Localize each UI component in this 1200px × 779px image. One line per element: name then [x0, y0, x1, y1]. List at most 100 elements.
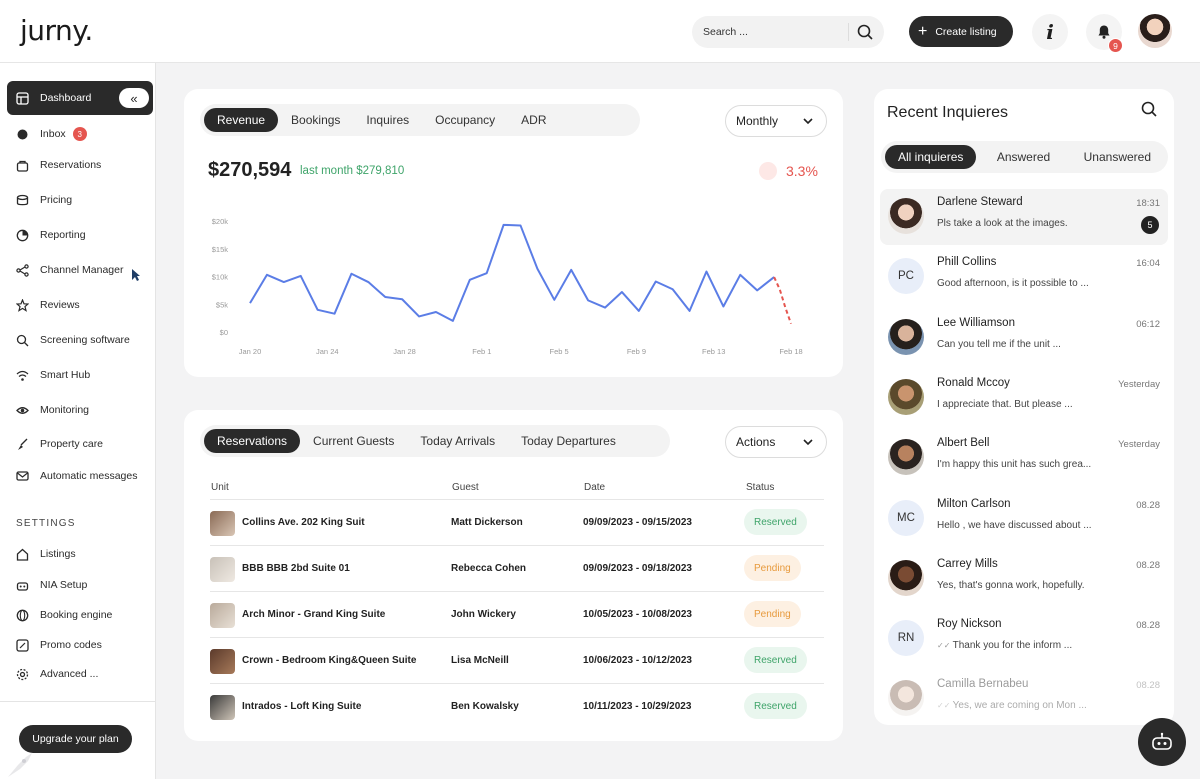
- sidebar-item-promo-codes[interactable]: Promo codes: [7, 628, 153, 662]
- tab-occupancy[interactable]: Occupancy: [435, 113, 496, 127]
- x-tick-label: Feb 9: [627, 347, 646, 356]
- sidebar-item-booking-engine[interactable]: Booking engine: [7, 598, 153, 632]
- inquiry-item[interactable]: MC Milton Carlson Hello , we have discusse…: [880, 491, 1168, 547]
- cell-date: 10/11/2023 - 10/29/2023: [583, 701, 692, 712]
- collapse-sidebar-button[interactable]: «: [119, 88, 149, 108]
- avatar: RN: [888, 620, 924, 657]
- inquiry-item[interactable]: Ronald Mccoy I appreciate that. But pleas…: [880, 370, 1168, 426]
- status-badge: Reserved: [744, 693, 807, 719]
- sidebar-item-reviews[interactable]: Reviews: [7, 288, 153, 322]
- inquiry-time: Yesterday: [1118, 439, 1160, 451]
- inquiry-item[interactable]: Darlene Steward Pls take a look at the im…: [880, 189, 1168, 245]
- revenue-card: Revenue Bookings Inquires Occupancy ADR Mont…: [184, 89, 843, 377]
- info-button[interactable]: i: [1032, 14, 1068, 50]
- unit-thumbnail: [210, 695, 235, 720]
- inquiry-time: 16:04: [1136, 258, 1160, 270]
- search-bar[interactable]: Search ...: [692, 16, 884, 48]
- tab-all-inquieres[interactable]: All inquieres: [885, 145, 977, 169]
- tab-revenue[interactable]: Revenue: [204, 108, 279, 132]
- sidebar-item-monitoring[interactable]: Monitoring: [7, 393, 153, 427]
- status-badge: Pending: [744, 601, 801, 627]
- tab-reservations[interactable]: Reservations: [204, 429, 301, 453]
- inquiry-time: Yesterday: [1118, 378, 1160, 390]
- sidebar-item-listings[interactable]: Listings: [7, 537, 153, 571]
- pie-icon: [16, 229, 29, 241]
- inquiry-item[interactable]: PC Phill Collins Good afternoon, is it pos…: [880, 249, 1168, 305]
- table-row[interactable]: Arch Minor - Grand King Suite John Wicker…: [210, 591, 824, 637]
- x-tick-label: Feb 1: [472, 347, 491, 356]
- search-icon[interactable]: [1140, 100, 1158, 118]
- sidebar-item-label: Channel Manager: [40, 264, 124, 276]
- sidebar-item-smart-hub[interactable]: Smart Hub: [7, 358, 153, 392]
- avatar: MC: [888, 499, 924, 536]
- assistant-bot-button[interactable]: [1138, 718, 1186, 766]
- bag-icon: [16, 160, 29, 172]
- sidebar-item-label: Listings: [40, 548, 76, 560]
- search-input[interactable]: Search ...: [703, 26, 748, 38]
- tab-today-departures[interactable]: Today Departures: [521, 434, 616, 448]
- sidebar-item-label: Property care: [40, 438, 104, 450]
- avatar: [888, 559, 924, 596]
- y-tick-label: $5k: [216, 300, 228, 309]
- actions-label: Actions: [736, 435, 776, 449]
- sidebar-item-advanced[interactable]: Advanced ...: [7, 657, 153, 691]
- sidebar-item-dashboard[interactable]: Dashboard «: [7, 81, 153, 115]
- user-avatar[interactable]: [1138, 14, 1172, 48]
- sidebar-item-reservations[interactable]: Reservations: [7, 148, 153, 182]
- double-check-icon: ✓✓: [937, 641, 953, 651]
- reservations-tabs: Reservations Current Guests Today Arrivals…: [200, 425, 670, 457]
- x-tick-label: Feb 5: [550, 347, 569, 356]
- notifications-button[interactable]: [1086, 14, 1122, 50]
- inquiry-message-text: Hello , we have discussed about ...: [937, 519, 1092, 531]
- sidebar-item-label: Automatic messages: [40, 470, 138, 482]
- table-row[interactable]: Crown - Bedroom King&Queen Suite Lisa McN…: [210, 637, 824, 683]
- sidebar-item-screening-software[interactable]: Screening software: [7, 323, 153, 357]
- inquiry-time: 18:31: [1136, 198, 1160, 209]
- chat-icon: [17, 129, 28, 139]
- x-tick-label: Feb 13: [702, 347, 725, 356]
- y-tick-label: $20k: [212, 217, 229, 226]
- table-row[interactable]: Collins Ave. 202 King Suit Matt Dickerson…: [210, 499, 824, 545]
- search-icon: [16, 334, 29, 346]
- sidebar-item-inbox[interactable]: Inbox 3: [7, 117, 153, 151]
- inquiry-item[interactable]: Carrey Mills Yes, that's gonna work, hope…: [880, 551, 1168, 607]
- inquiry-time: 08.28: [1136, 499, 1160, 511]
- tab-today-arrivals[interactable]: Today Arrivals: [420, 434, 496, 448]
- inquiry-name: Darlene Steward: [937, 196, 1023, 208]
- cell-date: 09/09/2023 - 09/15/2023: [583, 517, 692, 528]
- tab-bookings[interactable]: Bookings: [291, 113, 341, 127]
- cell-date: 10/06/2023 - 10/12/2023: [583, 655, 692, 666]
- sidebar-item-channel-manager[interactable]: Channel Manager: [7, 253, 153, 287]
- tab-adr[interactable]: ADR: [521, 113, 547, 127]
- rocket-icon: [8, 753, 32, 777]
- search-icon[interactable]: [856, 23, 874, 41]
- inquiry-message-text: Pls take a look at the images.: [937, 218, 1068, 229]
- tab-inquires[interactable]: Inquires: [366, 113, 410, 127]
- table-row[interactable]: Intrados - Loft King Suite Ben Kowalsky 10…: [210, 683, 824, 729]
- tab-unanswered[interactable]: Unanswered: [1083, 150, 1151, 164]
- jurny-logo[interactable]: jurny.: [20, 14, 93, 47]
- actions-dropdown[interactable]: Actions: [725, 426, 827, 458]
- cell-guest: Ben Kowalsky: [451, 701, 519, 712]
- create-listing-button[interactable]: + Create listing: [909, 16, 1013, 47]
- revenue-amount: $270,594: [208, 159, 292, 181]
- inquiry-item[interactable]: Camilla Bernabeu ✓✓ Yes, we are coming on…: [880, 671, 1168, 727]
- inquiry-item[interactable]: Lee Williamson Can you tell me if the uni…: [880, 310, 1168, 366]
- sidebar-item-nia-setup[interactable]: NIA Setup: [7, 568, 153, 602]
- tab-current-guests[interactable]: Current Guests: [313, 434, 395, 448]
- sidebar-item-reporting[interactable]: Reporting: [7, 218, 153, 252]
- tab-answered[interactable]: Answered: [996, 150, 1051, 164]
- sidebar-item-pricing[interactable]: Pricing: [7, 183, 153, 217]
- column-header-guest: Guest: [452, 482, 479, 493]
- upgrade-plan-button[interactable]: Upgrade your plan: [19, 725, 132, 753]
- period-dropdown[interactable]: Monthly: [725, 105, 827, 137]
- inquiry-item[interactable]: RN Roy Nickson ✓✓ Thank you for the inform…: [880, 611, 1168, 667]
- inquiry-item[interactable]: Albert Bell I'm happy this unit has such …: [880, 430, 1168, 486]
- sidebar-item-label: Smart Hub: [40, 369, 91, 381]
- create-listing-label: Create listing: [935, 25, 997, 38]
- table-row[interactable]: BBB BBB 2bd Suite 01 Rebecca Cohen 09/09/2…: [210, 545, 824, 591]
- sidebar-item-property-care[interactable]: Property care: [7, 427, 153, 461]
- unit-thumbnail: [210, 649, 235, 674]
- sidebar-item-label: Promo codes: [40, 639, 102, 651]
- sidebar-item-automatic-messages[interactable]: Automatic messages: [7, 459, 153, 493]
